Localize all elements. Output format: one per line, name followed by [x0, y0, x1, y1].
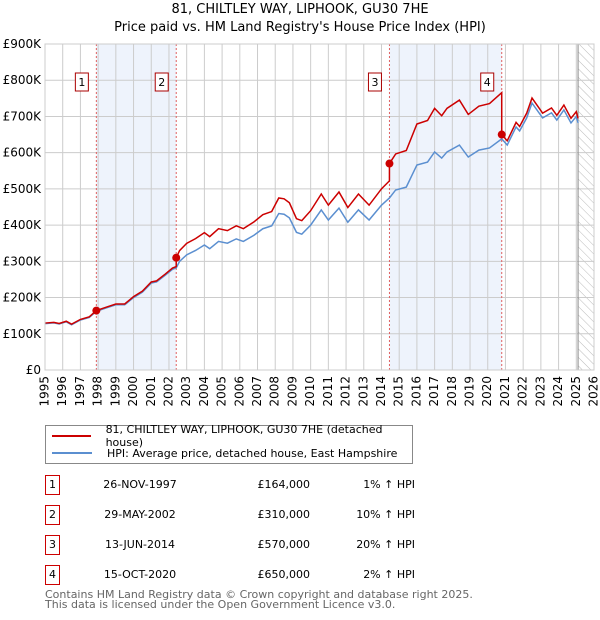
sale-price: £570,000: [257, 538, 311, 551]
x-tick-label: 2023: [533, 376, 547, 407]
x-tick-label: 2019: [463, 376, 477, 407]
x-tick-label: 2018: [445, 376, 459, 407]
sale-number: 3: [45, 535, 60, 555]
sale-hpi-diff: 10% ↑ HPI: [356, 508, 415, 521]
ownership-shade: [389, 44, 502, 370]
sale-row: 3 13-JUN-2014 £570,000 20% ↑ HPI: [45, 535, 445, 555]
x-tick-label: 2009: [285, 376, 299, 407]
sale-label-box: [480, 72, 495, 92]
sale-number: 4: [45, 565, 60, 585]
footer-licence: This data is licensed under the Open Gov…: [45, 598, 396, 611]
sale-point: [92, 306, 101, 315]
sale-date: 26-NOV-1997: [103, 478, 177, 491]
sale-point: [172, 253, 181, 262]
sale-date: 15-OCT-2020: [103, 568, 177, 581]
x-tick-label: 2024: [551, 376, 565, 407]
x-tick-label: 2001: [144, 376, 158, 407]
x-tick-label: 2022: [516, 376, 530, 407]
y-tick-label: £200K: [3, 291, 43, 305]
sale-hpi-diff: 1% ↑ HPI: [363, 478, 415, 491]
sale-point: [497, 130, 506, 139]
legend-label-hpi: HPI: Average price, detached house, East…: [107, 446, 398, 460]
y-tick-label: £800K: [3, 73, 43, 87]
x-tick-label: 2010: [303, 376, 317, 407]
legend-label-property: 81, CHILTLEY WAY, LIPHOOK, GU30 7HE (det…: [105, 423, 383, 449]
chart-title: 81, CHILTLEY WAY, LIPHOOK, GU30 7HE: [171, 2, 429, 17]
y-tick-label: £600K: [3, 146, 43, 160]
sale-point: [385, 159, 394, 168]
x-tick-label: 2015: [392, 376, 406, 407]
y-tick-label: £0: [26, 363, 41, 377]
sale-number: 1: [45, 475, 60, 495]
legend: 81, CHILTLEY WAY, LIPHOOK, GU30 7HE (det…: [45, 423, 413, 464]
sale-label-number: 3: [371, 76, 378, 89]
sale-row: 2 29-MAY-2002 £310,000 10% ↑ HPI: [45, 505, 445, 525]
sale-price: £650,000: [257, 568, 311, 581]
y-tick-label: £100K: [3, 327, 43, 341]
y-tick-label: £900K: [3, 37, 43, 51]
sale-date: 29-MAY-2002: [104, 508, 176, 521]
x-tick-label: 2011: [321, 376, 335, 407]
x-tick-label: 2026: [587, 376, 600, 407]
x-tick-label: 1995: [38, 376, 52, 407]
sale-label-number: 4: [484, 76, 491, 89]
sale-price: £164,000: [257, 478, 311, 491]
plot-border: [44, 43, 595, 371]
y-tick-label: £300K: [3, 254, 43, 268]
chart-subtitle: Price paid vs. HM Land Registry's House …: [114, 20, 486, 35]
x-tick-label: 2007: [250, 376, 264, 407]
x-tick-label: 2012: [339, 376, 353, 407]
x-tick-label: 2004: [197, 376, 211, 407]
x-tick-label: 1999: [108, 376, 122, 407]
sale-date: 13-JUN-2014: [104, 538, 176, 551]
sale-hpi-diff: 20% ↑ HPI: [356, 538, 415, 551]
forecast-hatch: [578, 44, 594, 370]
x-tick-label: 2021: [498, 376, 512, 407]
legend-swatch-property: [52, 435, 91, 437]
hpi-line: [44, 101, 579, 326]
x-tick-label: 2014: [374, 376, 388, 407]
x-tick-label: 2008: [268, 376, 282, 407]
legend-item-property: 81, CHILTLEY WAY, LIPHOOK, GU30 7HE (det…: [46, 423, 412, 449]
sale-label-box: [367, 72, 382, 92]
y-tick-label: £400K: [3, 218, 43, 232]
sale-hpi-diff: 2% ↑ HPI: [363, 568, 415, 581]
footer-copyright: Contains HM Land Registry data © Crown c…: [45, 588, 473, 601]
x-tick-label: 2017: [427, 376, 441, 407]
x-tick-label: 2013: [356, 376, 370, 407]
ownership-shade: [96, 44, 177, 370]
sale-label-box: [74, 72, 89, 92]
sale-row: 4 15-OCT-2020 £650,000 2% ↑ HPI: [45, 565, 445, 585]
x-tick-label: 1998: [91, 376, 105, 407]
sale-number: 2: [45, 505, 60, 525]
legend-swatch-hpi: [52, 452, 92, 454]
footer: Contains HM Land Registry data © Crown c…: [45, 588, 473, 611]
x-tick-label: 2025: [569, 376, 583, 407]
x-tick-label: 2006: [232, 376, 246, 407]
x-tick-label: 2005: [215, 376, 229, 407]
sale-row: 1 26-NOV-1997 £164,000 1% ↑ HPI: [45, 475, 445, 495]
x-tick-label: 2000: [126, 376, 140, 407]
y-tick-label: £700K: [3, 109, 43, 123]
x-tick-label: 1996: [55, 376, 69, 407]
sale-label-number: 2: [158, 76, 165, 89]
sale-label-number: 1: [78, 76, 85, 89]
sale-label-box: [154, 72, 169, 92]
legend-item-hpi: HPI: Average price, detached house, East…: [46, 445, 397, 461]
x-tick-label: 2016: [409, 376, 423, 407]
x-tick-label: 1997: [73, 376, 87, 407]
price-chart: 1995 1996 1997 1998 1999 2000 2001 2002 2003 2004…: [3, 37, 600, 407]
x-tick-label: 2003: [179, 376, 193, 407]
sale-price: £310,000: [257, 508, 311, 521]
x-tick-label: 2020: [480, 376, 494, 407]
x-tick-label: 2002: [161, 376, 175, 407]
y-tick-label: £500K: [3, 182, 43, 196]
